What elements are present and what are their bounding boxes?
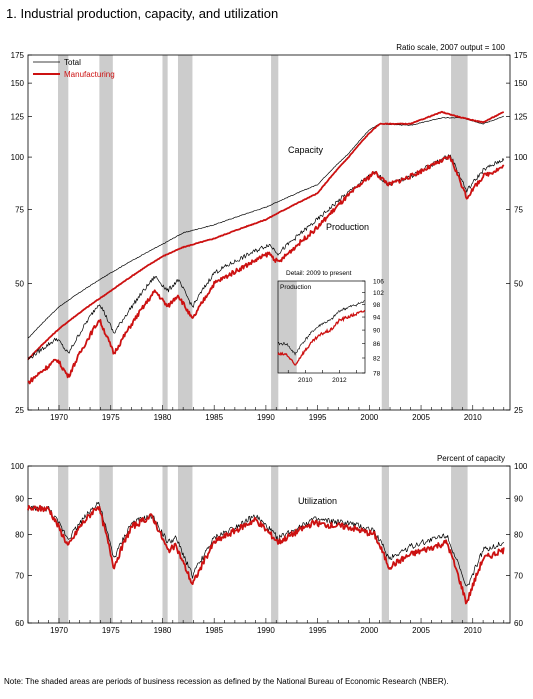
x-tick-label: 1970	[50, 413, 68, 422]
annotation-production: Production	[326, 222, 369, 232]
inset-y-tick-label: 90	[373, 328, 381, 335]
recession-band	[99, 466, 113, 623]
y-tick-label: 60	[514, 619, 523, 628]
x-tick-label: 2000	[360, 626, 378, 635]
series-line-capacity-total	[27, 115, 504, 339]
inset-y-tick-label: 98	[373, 302, 381, 309]
y-tick-label: 100	[11, 462, 25, 471]
y-tick-label: 175	[11, 51, 25, 60]
recession-band	[381, 55, 389, 410]
x-tick-label: 1985	[205, 626, 223, 635]
y-tick-label: 70	[514, 572, 523, 581]
y-tick-label: 80	[514, 531, 523, 540]
y-tick-label: 90	[514, 494, 523, 503]
x-tick-label: 1985	[205, 413, 223, 422]
inset-y-tick-label: 78	[373, 371, 381, 378]
y-tick-label: 25	[15, 406, 24, 415]
y-tick-label: 50	[514, 280, 523, 289]
y-tick-label: 150	[514, 79, 528, 88]
inset-series-line-manufacturing	[277, 309, 366, 366]
x-tick-label: 1980	[154, 413, 172, 422]
recession-band	[177, 466, 193, 623]
inset-y-tick-label: 94	[373, 315, 381, 322]
y-tick-label: 100	[514, 462, 528, 471]
y-tick-label: 100	[11, 153, 25, 162]
inset-series-line-total	[277, 300, 365, 356]
y-axis-label: Percent of capacity	[437, 454, 505, 463]
inset-y-tick-label: 102	[373, 290, 384, 297]
recession-band	[451, 466, 468, 623]
x-tick-label: 2005	[412, 413, 430, 422]
inset-title: Detail: 2009 to present	[286, 270, 352, 277]
x-tick-label: 1990	[257, 413, 275, 422]
annotation-utilization: Utilization	[298, 496, 337, 506]
recession-band	[99, 55, 113, 410]
scale-note: Ratio scale, 2007 output = 100	[396, 43, 505, 52]
y-tick-label: 80	[15, 531, 24, 540]
x-tick-label: 1975	[102, 626, 120, 635]
x-tick-label: 1980	[154, 626, 172, 635]
recession-band	[57, 55, 69, 410]
recession-band	[162, 55, 168, 410]
recession-band	[381, 466, 389, 623]
x-tick-label: 1995	[309, 626, 327, 635]
x-tick-label: 1970	[50, 626, 68, 635]
recession-band	[271, 55, 279, 410]
inset-x-tick-label: 2012	[332, 377, 347, 384]
inset-y-tick-label: 82	[373, 355, 381, 362]
series-line-utilization-manufacturing	[27, 504, 505, 605]
inset-recession-band	[278, 281, 297, 373]
series-line-production-total	[27, 154, 505, 361]
inset-y-label: Production	[280, 284, 311, 291]
y-tick-label: 150	[11, 79, 25, 88]
y-tick-label: 75	[15, 206, 24, 215]
page-title: 1. Industrial production, capacity, and …	[6, 6, 279, 21]
legend-label-manufacturing: Manufacturing	[64, 70, 115, 79]
y-tick-label: 50	[15, 280, 24, 289]
y-tick-label: 175	[514, 51, 528, 60]
x-tick-label: 1990	[257, 626, 275, 635]
plot-frame	[27, 54, 511, 411]
inset-y-tick-label: 86	[373, 341, 381, 348]
recession-band	[271, 466, 279, 623]
series-line-production-manufacturing	[27, 155, 505, 385]
plot-frame	[27, 465, 511, 624]
recession-band	[451, 55, 468, 410]
x-tick-label: 2010	[464, 413, 482, 422]
x-tick-label: 1995	[309, 413, 327, 422]
inset-x-tick-label: 2010	[298, 377, 313, 384]
y-tick-label: 125	[11, 112, 25, 121]
legend-label-total: Total	[64, 58, 81, 67]
inset-y-tick-label: 106	[373, 279, 384, 286]
x-tick-label: 2005	[412, 626, 430, 635]
y-tick-label: 125	[514, 112, 528, 121]
y-tick-label: 25	[514, 406, 523, 415]
x-tick-label: 2000	[360, 413, 378, 422]
inset-frame	[277, 280, 366, 374]
series-line-capacity-manufacturing	[27, 110, 505, 361]
annotation-capacity: Capacity	[288, 145, 324, 155]
y-tick-label: 75	[514, 206, 523, 215]
series-line-utilization-total	[27, 501, 505, 587]
x-tick-label: 2010	[464, 626, 482, 635]
y-tick-label: 70	[15, 572, 24, 581]
y-tick-label: 90	[15, 494, 24, 503]
y-tick-label: 60	[15, 619, 24, 628]
y-tick-label: 100	[514, 153, 528, 162]
recession-band	[57, 466, 69, 623]
x-tick-label: 1975	[102, 413, 120, 422]
footnote: Note: The shaded areas are periods of bu…	[4, 677, 449, 686]
